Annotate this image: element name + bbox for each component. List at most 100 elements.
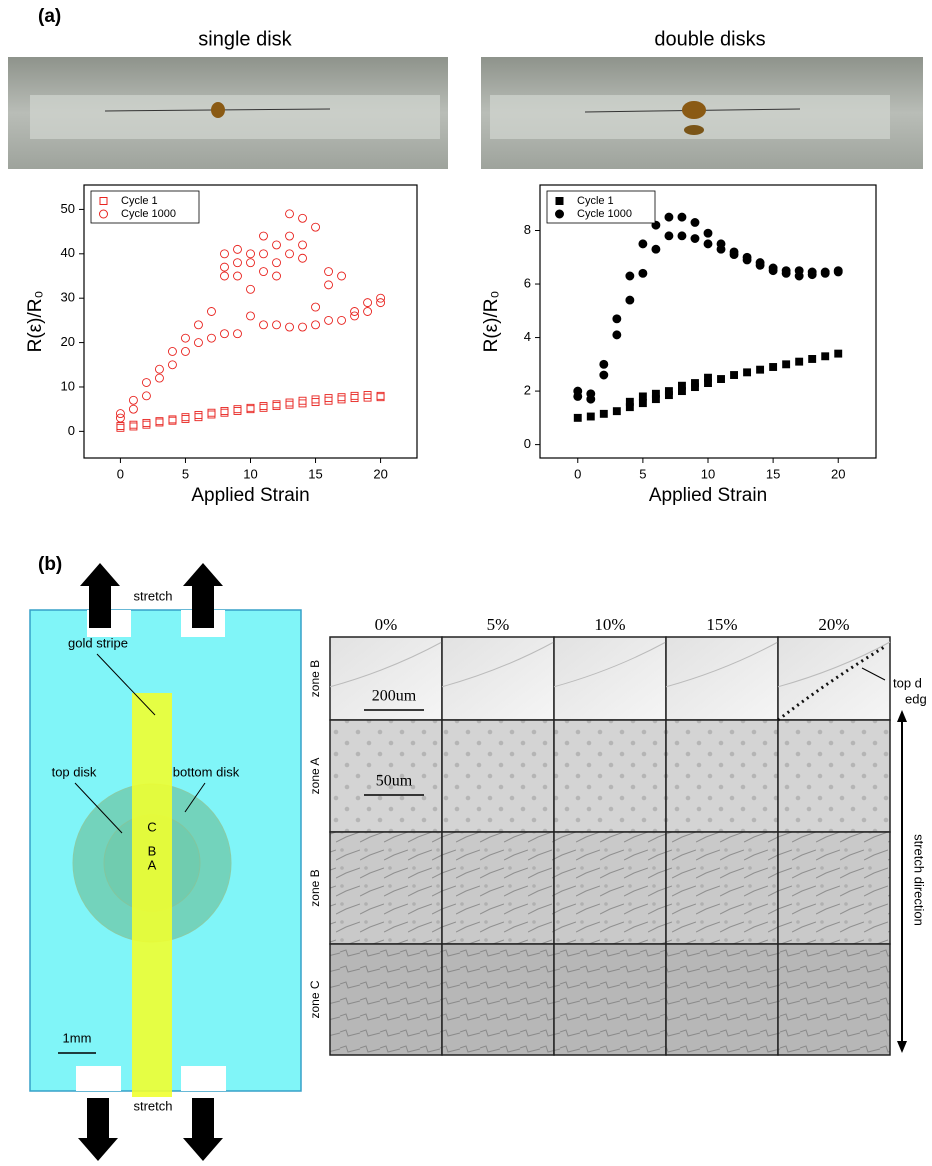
photo-disk: [682, 101, 706, 119]
point: [181, 347, 190, 356]
panel-label: (b): [38, 554, 62, 575]
point: [285, 231, 294, 241]
point: [350, 394, 359, 403]
y-tick-label: 0: [68, 423, 75, 438]
point: [612, 330, 622, 340]
point: [155, 418, 164, 427]
point: [220, 262, 229, 272]
y-tick-label: 8: [524, 222, 531, 237]
y-tick-label: 6: [524, 275, 531, 290]
annotation: top d: [893, 675, 922, 690]
point: [207, 333, 216, 343]
point: [298, 213, 307, 223]
x-tick-label: 0: [117, 466, 124, 481]
annotation: edg: [905, 691, 927, 706]
point: [194, 338, 203, 348]
point: [638, 268, 648, 278]
point: [586, 412, 595, 421]
arrow: [183, 563, 223, 628]
point: [233, 406, 242, 415]
point: [272, 320, 281, 330]
chart-title: double disks: [654, 28, 765, 50]
point: [678, 381, 686, 390]
arrow-head: [897, 1041, 907, 1053]
point: [141, 378, 151, 387]
point: [246, 311, 255, 321]
point: [743, 368, 752, 377]
point: [651, 244, 661, 254]
point: [651, 389, 660, 398]
point: [128, 404, 138, 414]
point: [285, 400, 294, 409]
arrow-head: [897, 710, 907, 722]
point: [141, 391, 151, 401]
point: [154, 364, 164, 374]
legend-label: Cycle 1: [577, 195, 614, 207]
chart-title: single disk: [198, 28, 292, 50]
point: [599, 409, 608, 418]
micrograph: [329, 636, 443, 721]
y-tick-label: 50: [61, 201, 75, 216]
point: [311, 222, 320, 232]
point: [730, 371, 738, 379]
point: [220, 329, 229, 339]
point: [664, 212, 674, 222]
point: [142, 418, 151, 427]
point: [259, 403, 268, 412]
point: [337, 395, 346, 404]
micrograph: [329, 831, 443, 945]
point: [311, 302, 320, 312]
point: [233, 329, 242, 339]
x-tick-label: 10: [701, 466, 715, 481]
point: [664, 231, 674, 241]
point: [233, 271, 242, 281]
point: [742, 252, 752, 262]
x-tick-label: 5: [182, 466, 189, 481]
texture: [441, 641, 555, 688]
point: [272, 258, 281, 268]
point: [756, 365, 765, 374]
point: [363, 391, 372, 399]
point: [298, 240, 307, 250]
point: [272, 400, 281, 409]
point: [599, 370, 609, 380]
point: [259, 249, 268, 259]
x-tick-label: 15: [766, 466, 780, 481]
arrow: [78, 1098, 118, 1161]
point: [246, 249, 255, 259]
point: [717, 375, 725, 383]
legend-box: [90, 190, 200, 224]
x-tick-label: 0: [574, 466, 581, 481]
point: [168, 347, 177, 356]
arrow: [80, 563, 120, 628]
y-tick-label: 30: [61, 290, 75, 305]
point: [337, 315, 347, 325]
point: [194, 320, 203, 330]
legend-box: [546, 190, 656, 224]
point: [298, 399, 307, 408]
photo-strip: [30, 95, 440, 139]
point: [115, 409, 125, 419]
scale-label: 50um: [376, 773, 413, 790]
point: [259, 267, 268, 277]
label: 1mm: [63, 1030, 92, 1045]
point: [363, 393, 372, 402]
point: [821, 352, 830, 361]
point: [246, 284, 255, 294]
zone-letter: C: [147, 819, 156, 834]
point: [285, 249, 294, 259]
point: [116, 423, 125, 432]
point: [573, 413, 582, 422]
row-label: zone A: [308, 758, 322, 795]
micrograph: [777, 636, 891, 721]
micrograph: [665, 719, 779, 833]
micrograph: [553, 831, 667, 945]
y-axis-label: R(ε)/R₀: [481, 291, 502, 353]
point: [703, 239, 713, 249]
x-tick-label: 20: [373, 466, 387, 481]
point: [168, 360, 177, 370]
texture: [777, 641, 891, 688]
photo-disk: [684, 125, 704, 135]
point: [376, 298, 386, 308]
micrograph: [777, 943, 891, 1056]
